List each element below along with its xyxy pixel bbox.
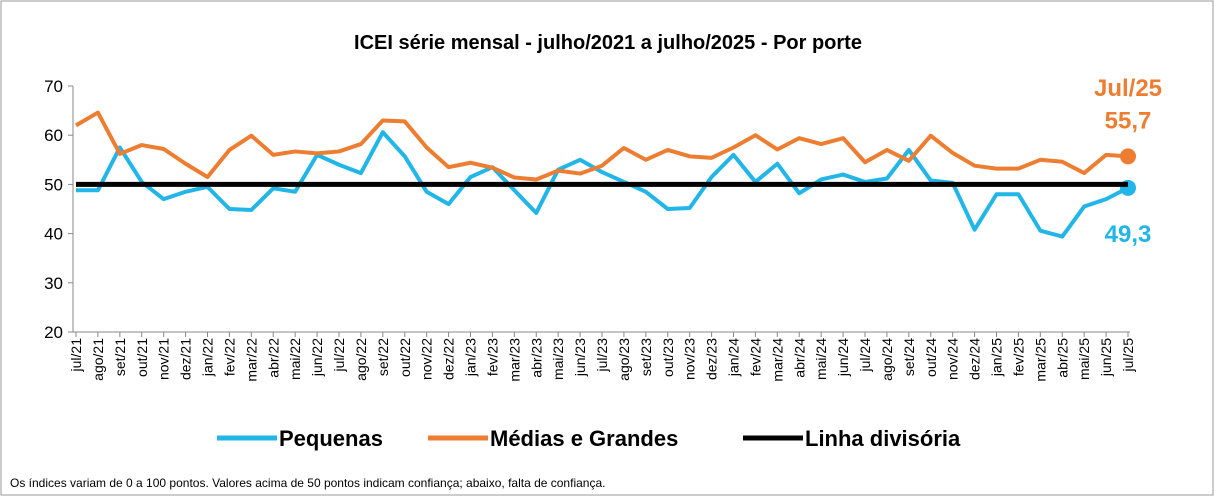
x-tick-label: jul/24 <box>857 338 873 373</box>
x-tick-label: ago/21 <box>90 338 106 381</box>
y-tick-label: 40 <box>44 225 63 244</box>
x-tick-label: mai/23 <box>550 338 566 380</box>
x-tick-label: jun/24 <box>835 338 851 377</box>
x-tick-label: nov/23 <box>682 338 698 380</box>
x-tick-label: jan/22 <box>200 338 216 377</box>
legend-label: Linha divisória <box>805 426 961 451</box>
x-tick-label: abr/22 <box>265 338 281 378</box>
x-tick-label: jun/25 <box>1098 338 1114 377</box>
x-tick-label: jul/25 <box>1120 338 1136 373</box>
annotation: Jul/25 <box>1094 75 1162 102</box>
x-tick-label: set/21 <box>112 338 128 376</box>
x-tick-label: jul/23 <box>594 338 610 373</box>
point-marker <box>1120 148 1136 165</box>
y-tick-label: 30 <box>44 274 63 293</box>
x-tick-label: set/22 <box>375 338 391 376</box>
y-tick-label: 70 <box>44 77 63 96</box>
x-tick-label: dez/22 <box>441 338 457 380</box>
x-tick-label: mar/24 <box>769 338 785 382</box>
x-tick-label: ago/24 <box>879 338 895 381</box>
x-tick-label: ago/23 <box>616 338 632 381</box>
y-tick-label: 50 <box>44 175 63 194</box>
value-label: 55,7 <box>1105 107 1152 134</box>
footnote: Os índices variam de 0 a 100 pontos. Val… <box>10 476 605 490</box>
x-tick-label: jul/21 <box>68 338 84 373</box>
x-tick-label: mar/23 <box>506 338 522 382</box>
x-tick-label: abr/24 <box>791 338 807 378</box>
x-tick-label: set/24 <box>901 338 917 376</box>
x-tick-label: mar/25 <box>1032 338 1048 382</box>
x-tick-label: mai/24 <box>813 338 829 380</box>
x-tick-label: fev/24 <box>747 338 763 376</box>
series-line <box>74 110 1129 182</box>
x-tick-label: mai/25 <box>1076 338 1092 380</box>
x-tick-label: jan/25 <box>989 338 1005 377</box>
x-tick-label: dez/23 <box>704 338 720 380</box>
x-tick-label: jan/23 <box>463 338 479 377</box>
x-tick-label: fev/23 <box>484 338 500 376</box>
x-tick-label: jun/22 <box>309 338 325 377</box>
value-label: 49,3 <box>1105 221 1152 248</box>
x-tick-label: abr/25 <box>1054 338 1070 378</box>
x-tick-label: fev/22 <box>221 338 237 376</box>
x-tick-label: out/22 <box>397 338 413 377</box>
x-tick-label: jun/23 <box>572 338 588 377</box>
x-tick-label: set/23 <box>638 338 654 376</box>
chart-title: ICEI série mensal - julho/2021 a julho/2… <box>354 32 862 54</box>
x-tick-label: out/24 <box>923 338 939 377</box>
y-tick-label: 60 <box>44 126 63 145</box>
x-tick-label: mar/22 <box>243 338 259 382</box>
x-tick-label: fev/25 <box>1010 338 1026 376</box>
x-tick-label: mai/22 <box>287 338 303 380</box>
x-tick-label: dez/21 <box>178 338 194 380</box>
y-tick-label: 20 <box>44 323 63 342</box>
legend-label: Pequenas <box>279 426 383 451</box>
legend-label: Médias e Grandes <box>490 426 678 451</box>
x-tick-label: ago/22 <box>353 338 369 381</box>
x-tick-label: abr/23 <box>528 338 544 378</box>
x-tick-label: nov/24 <box>945 338 961 380</box>
x-tick-label: out/21 <box>134 338 150 377</box>
x-tick-label: jan/24 <box>726 338 742 377</box>
x-tick-label: nov/21 <box>156 338 172 380</box>
x-tick-label: nov/22 <box>419 338 435 380</box>
x-tick-label: dez/24 <box>967 338 983 380</box>
x-tick-label: jul/22 <box>331 338 347 373</box>
x-tick-label: out/23 <box>660 338 676 377</box>
